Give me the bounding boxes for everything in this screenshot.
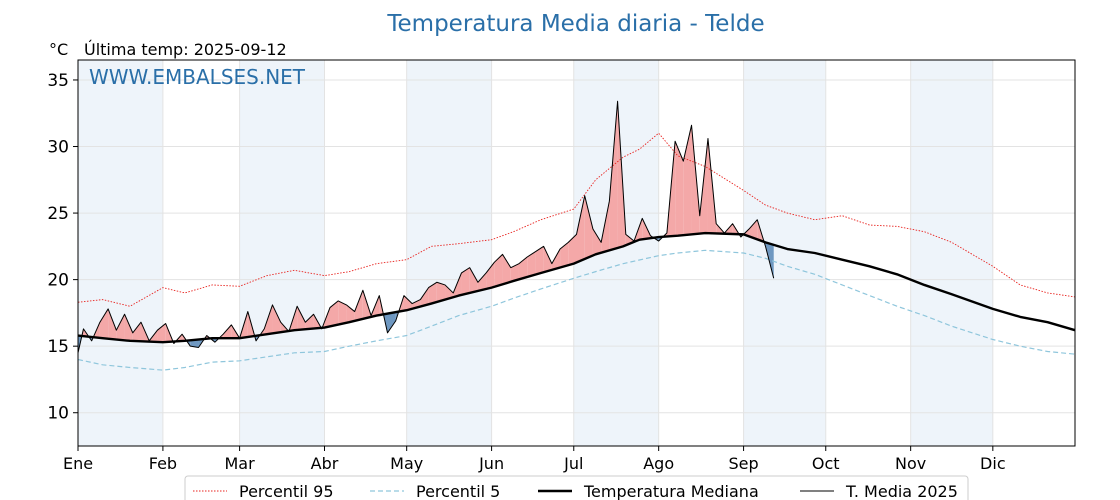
x-tick-label: May bbox=[390, 454, 423, 473]
x-tick-label: Dic bbox=[980, 454, 1006, 473]
fill-above-median bbox=[346, 304, 355, 323]
y-tick-label: 15 bbox=[47, 337, 69, 357]
fill-above-median bbox=[584, 195, 593, 259]
fill-above-median bbox=[157, 323, 166, 343]
x-tick-label: Jul bbox=[563, 454, 583, 473]
fill-below-median bbox=[387, 312, 396, 333]
x-tick-label: Ene bbox=[63, 454, 93, 473]
x-tick-label: Ago bbox=[643, 454, 674, 473]
chart-title: Temperatura Media diaria - Telde bbox=[386, 11, 764, 37]
plot-frame bbox=[77, 59, 1076, 447]
fill-above-median bbox=[108, 308, 117, 340]
fill-above-median bbox=[338, 300, 347, 325]
y-tick-label: 10 bbox=[47, 404, 69, 424]
fill-above-median bbox=[502, 254, 511, 285]
fill-above-median bbox=[592, 229, 602, 256]
legend: Percentil 95 Percentil 5 Temperatura Media… bbox=[184, 475, 969, 500]
fill-above-median bbox=[223, 324, 232, 339]
fill-above-median bbox=[477, 272, 487, 291]
x-tick-label: Abr bbox=[311, 454, 339, 473]
x-tick-label: Feb bbox=[149, 454, 177, 473]
fill-above-median bbox=[132, 322, 141, 342]
x-axis: Ene Feb Mar Abr May Jun Jul Ago Sep Oct Nov Dic bbox=[63, 446, 1006, 473]
fill-above-median bbox=[428, 282, 437, 305]
line-t-media-2025 bbox=[77, 100, 775, 353]
fill-above-median bbox=[527, 251, 536, 277]
fill-above-median bbox=[568, 234, 577, 266]
fill-above-median bbox=[543, 246, 552, 273]
y-tick-label: 35 bbox=[47, 71, 69, 91]
legend-entry-percentil-95: Percentil 95 bbox=[239, 482, 334, 500]
line-temperatura-mediana bbox=[77, 231, 1076, 344]
x-tick-label: Nov bbox=[895, 454, 926, 473]
fill-above-median bbox=[445, 284, 454, 300]
y-axis: 10 15 20 25 30 35 bbox=[47, 71, 78, 424]
x-tick-label: Oct bbox=[812, 454, 840, 473]
legend-box bbox=[184, 475, 969, 500]
series-lines bbox=[77, 100, 1076, 371]
fill-above-median bbox=[436, 282, 446, 302]
fill-above-median bbox=[116, 314, 125, 341]
fill-above-median bbox=[486, 262, 495, 289]
unit-label: °C bbox=[49, 40, 68, 59]
fill-above-median bbox=[329, 300, 339, 327]
fill-above-median bbox=[535, 246, 544, 275]
y-tick-label: 20 bbox=[47, 271, 69, 291]
month-band bbox=[78, 60, 163, 446]
x-tick-label: Jun bbox=[478, 454, 504, 473]
plot-area: WWW.EMBALSES.NET bbox=[77, 59, 1076, 447]
legend-entry-t-media-2025: T. Media 2025 bbox=[845, 482, 958, 500]
fill-above-median bbox=[675, 141, 684, 236]
fill-above-median bbox=[601, 201, 610, 253]
fill-above-median bbox=[510, 263, 519, 282]
fill-above-median bbox=[305, 314, 314, 330]
line-percentil-5 bbox=[77, 249, 1076, 371]
month-band bbox=[910, 60, 993, 446]
fill-above-median bbox=[403, 295, 413, 311]
line-percentil-95 bbox=[77, 132, 1076, 307]
fill-above-median bbox=[272, 304, 281, 334]
fill-above-median bbox=[420, 287, 429, 307]
legend-entry-temperatura-mediana: Temperatura Mediana bbox=[583, 482, 759, 500]
fill-above-median bbox=[124, 314, 133, 341]
fill-above-median bbox=[99, 308, 109, 339]
fill-above-median bbox=[469, 267, 478, 293]
y-tick-label: 30 bbox=[47, 138, 69, 158]
month-band bbox=[406, 60, 492, 446]
fill-above-median bbox=[560, 242, 569, 268]
x-tick-label: Sep bbox=[729, 454, 759, 473]
month-band bbox=[239, 60, 325, 446]
fill-above-median bbox=[354, 290, 363, 321]
fill-above-median bbox=[461, 267, 470, 295]
fill-above-median bbox=[609, 101, 618, 251]
last-temp-label: Última temp: 2025-09-12 bbox=[84, 40, 287, 59]
fill-above-median bbox=[551, 249, 561, 270]
fill-above-median bbox=[576, 195, 585, 263]
fill-above-median bbox=[749, 219, 758, 240]
watermark: WWW.EMBALSES.NET bbox=[89, 65, 306, 89]
fill-above-median bbox=[494, 254, 503, 287]
y-tick-label: 25 bbox=[47, 204, 69, 224]
fill-below-median bbox=[190, 339, 199, 348]
fill-above-median bbox=[297, 306, 306, 330]
legend-entry-percentil-5: Percentil 5 bbox=[416, 482, 500, 500]
x-tick-label: Mar bbox=[225, 454, 256, 473]
legend-items: Percentil 95 Percentil 5 Temperatura Media… bbox=[193, 482, 958, 500]
